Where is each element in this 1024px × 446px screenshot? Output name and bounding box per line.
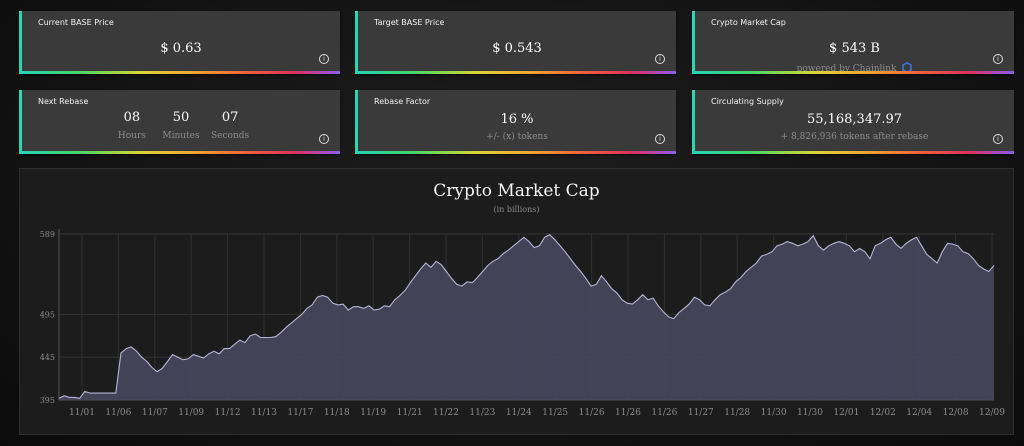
card-title: Current BASE Price (38, 18, 114, 27)
x-tick-label: 11/22 (433, 408, 459, 418)
chainlink-credit-text: powered by Chainlink (796, 64, 897, 74)
countdown-minutes: 50 Minutes (161, 110, 201, 141)
rebase-factor-sub: +/- (x) tokens (486, 132, 548, 142)
chainlink-icon (902, 62, 913, 73)
x-tick-label: 11/21 (397, 408, 423, 418)
x-tick-label: 11/24 (506, 408, 532, 418)
x-tick-label: 11/07 (142, 408, 168, 418)
info-icon[interactable]: i (655, 54, 665, 64)
y-tick-label: 589 (40, 230, 55, 239)
x-tick-label: 11/01 (69, 408, 95, 418)
target-price-card: Target BASE Price $ 0.543 i (355, 11, 676, 74)
rebase-factor-value: 16 % (500, 112, 534, 127)
chainlink-credit: powered by Chainlink (695, 62, 1014, 74)
market-cap-chart-panel: Crypto Market Cap (in billions) 395 445 49… (19, 168, 1014, 435)
x-tick-label: 11/09 (178, 408, 204, 418)
card-title: Rebase Factor (374, 97, 431, 106)
x-tick-label: 12/08 (943, 408, 969, 418)
x-tick-label: 11/06 (105, 408, 131, 418)
y-tick-label: 445 (40, 353, 55, 362)
market-cap-chart: 395 445 495 589 11/01 11/06 11/07 11/09 11/12 11/… (40, 229, 1005, 418)
card-title: Circulating Supply (711, 97, 784, 106)
x-tick-label: 12/01 (833, 408, 859, 418)
hours-label: Hours (117, 131, 146, 141)
target-price-value: $ 0.543 (492, 41, 542, 56)
seconds-label: Seconds (211, 131, 250, 141)
minutes-value: 50 (172, 110, 190, 125)
x-tick-label: 11/26 (579, 408, 605, 418)
x-tick-label: 11/30 (761, 408, 787, 418)
y-tick-label: 395 (40, 396, 55, 405)
info-icon[interactable]: i (993, 134, 1003, 144)
card-title: Next Rebase (38, 97, 89, 106)
chart-subtitle: (in billions) (493, 205, 540, 214)
x-tick-label: 11/26 (615, 408, 641, 418)
y-tick-label: 495 (40, 310, 55, 319)
market-cap-area (59, 234, 994, 400)
x-tick-label: 12/04 (906, 408, 932, 418)
circulating-supply-value: 55,168,347.97 (806, 112, 903, 127)
info-icon[interactable]: i (655, 134, 665, 144)
x-tick-label: 11/18 (324, 408, 350, 418)
x-tick-label: 11/17 (287, 408, 313, 418)
countdown-seconds: 07 Seconds (210, 110, 250, 141)
x-tick-label: 11/30 (797, 408, 823, 418)
countdown-hours: 08 Hours (112, 110, 152, 141)
info-icon[interactable]: i (319, 134, 329, 144)
info-icon[interactable]: i (993, 54, 1003, 64)
chart-title: Crypto Market Cap (433, 181, 600, 201)
x-tick-label: 12/02 (870, 408, 896, 418)
x-tick-label: 11/19 (360, 408, 386, 418)
hours-value: 08 (123, 110, 141, 125)
current-price-value: $ 0.63 (160, 41, 202, 56)
x-tick-label: 11/28 (724, 408, 750, 418)
card-title: Target BASE Price (374, 18, 445, 27)
rebase-countdown: 08 Hours 50 Minutes 07 Seconds (22, 110, 340, 141)
market-cap-card: Crypto Market Cap $ 543 B powered by Cha… (692, 11, 1014, 74)
info-icon[interactable]: i (319, 54, 329, 64)
minutes-label: Minutes (162, 131, 200, 141)
x-tick-label: 11/12 (215, 408, 241, 418)
x-tick-label: 11/27 (688, 408, 714, 418)
rebase-factor-card: Rebase Factor 16 % +/- (x) tokens i (355, 90, 676, 154)
x-tick-label: 12/09 (979, 408, 1005, 418)
x-tick-label: 11/25 (542, 408, 568, 418)
x-tick-label: 11/23 (469, 408, 495, 418)
current-price-card: Current BASE Price $ 0.63 i (19, 11, 340, 74)
x-tick-label: 11/26 (651, 408, 677, 418)
market-cap-value: $ 543 B (829, 41, 880, 56)
card-title: Crypto Market Cap (711, 18, 786, 27)
x-tick-label: 11/13 (251, 408, 277, 418)
seconds-value: 07 (221, 110, 239, 125)
next-rebase-card: Next Rebase 08 Hours 50 Minutes 07 Secon… (19, 90, 340, 154)
circulating-supply-sub: + 8,826,936 tokens after rebase (780, 132, 929, 142)
circulating-supply-card: Circulating Supply 55,168,347.97 + 8,826… (692, 90, 1014, 154)
market-cap-line (58, 234, 995, 399)
